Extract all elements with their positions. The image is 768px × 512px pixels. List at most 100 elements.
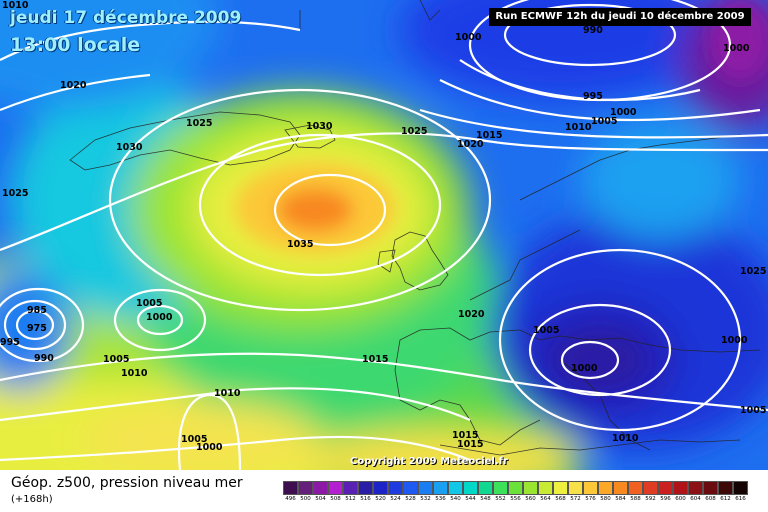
- isobar-label: 1025: [2, 188, 28, 199]
- scale-value-label: 596: [660, 496, 671, 502]
- scale-swatch: [493, 481, 508, 495]
- isobar-label: 1010: [214, 388, 241, 399]
- scale-swatch: [508, 481, 523, 495]
- scale-swatch: [328, 481, 343, 495]
- legend-title: Géop. z500, pression niveau mer: [11, 475, 243, 491]
- scale-swatch: [733, 481, 748, 495]
- scale-swatch: [448, 481, 463, 495]
- isobar-label: 1000: [146, 312, 173, 323]
- scale-swatch: [523, 481, 538, 495]
- isobar-label: 1005: [136, 298, 162, 309]
- pressure-map: 1010 1020 1025 1030 1025 1030 1035 1025 …: [0, 0, 768, 470]
- legend-subtitle: (+168h): [11, 494, 53, 505]
- isobars: [0, 0, 768, 470]
- isobar-label: 995: [0, 337, 20, 348]
- scale-swatch: [418, 481, 433, 495]
- coastlines: [69, 0, 761, 456]
- isobar-label: 985: [27, 305, 47, 316]
- scale-value-label: 600: [675, 496, 686, 502]
- copyright-text: Copyright 2009 Meteociel.fr: [350, 456, 508, 467]
- isobar-label: 1020: [60, 80, 87, 91]
- forecast-date: jeudi 17 décembre 2009: [10, 8, 242, 28]
- scale-value-label: 496: [285, 496, 296, 502]
- scale-swatch: [433, 481, 448, 495]
- isobar-label: 1015: [457, 439, 483, 450]
- isobar-label: 975: [27, 323, 47, 334]
- scale-value-label: 548: [480, 496, 491, 502]
- scale-value-label: 536: [435, 496, 446, 502]
- isobar-label: 1030: [306, 121, 333, 132]
- isobar-label: 1025: [740, 266, 766, 277]
- isobar-label: 1005: [591, 116, 617, 127]
- scale-value-label: 524: [390, 496, 401, 502]
- scale-value-label: 612: [720, 496, 731, 502]
- isobar-label: 1000: [610, 107, 637, 118]
- scale-value-label: 604: [690, 496, 701, 502]
- isobar-label: 1030: [116, 142, 143, 153]
- scale-swatch: [373, 481, 388, 495]
- isobar-label: 1005: [533, 325, 559, 336]
- scale-swatch: [598, 481, 613, 495]
- scale-value-label: 540: [450, 496, 461, 502]
- scale-value-label: 544: [465, 496, 476, 502]
- scale-value-label: 528: [405, 496, 416, 502]
- scale-value-label: 568: [555, 496, 566, 502]
- scale-swatch: [718, 481, 733, 495]
- scale-value-label: 616: [735, 496, 746, 502]
- scale-swatch: [688, 481, 703, 495]
- isobar-label: 1000: [721, 335, 748, 346]
- scale-value-label: 560: [525, 496, 536, 502]
- scale-swatch: [568, 481, 583, 495]
- isobar-label: 1005: [181, 434, 207, 445]
- scale-value-label: 564: [540, 496, 551, 502]
- isobar-label: 1015: [362, 354, 388, 365]
- scale-swatch: [658, 481, 673, 495]
- isobar-label: 1015: [452, 430, 478, 441]
- scale-value-label: 592: [645, 496, 656, 502]
- isobar-label: 990: [34, 353, 54, 364]
- scale-swatch: [388, 481, 403, 495]
- isobar-label: 1015: [476, 130, 502, 141]
- isobar-label: 990: [583, 25, 603, 36]
- isobar-label: 1005: [103, 354, 129, 365]
- scale-swatch: [283, 481, 298, 495]
- scale-swatch: [343, 481, 358, 495]
- scale-value-label: 580: [600, 496, 611, 502]
- run-info-label: Run ECMWF 12h du jeudi 10 décembre 2009: [489, 8, 751, 26]
- scale-value-label: 584: [615, 496, 626, 502]
- scale-value-label: 520: [375, 496, 386, 502]
- isobar-label: 1035: [287, 239, 313, 250]
- forecast-time: 13:00 locale: [10, 34, 141, 56]
- scale-value-label: 576: [585, 496, 596, 502]
- scale-value-label: 608: [705, 496, 716, 502]
- scale-value-label: 572: [570, 496, 581, 502]
- scale-value-label: 588: [630, 496, 641, 502]
- isobar-label: 995: [583, 91, 603, 102]
- isobar-label: 1000: [455, 32, 482, 43]
- isobar-label: 1010: [565, 122, 592, 133]
- isobar-label: 1010: [2, 0, 29, 11]
- scale-value-label: 552: [495, 496, 506, 502]
- scale-value-label: 532: [420, 496, 431, 502]
- isobar-label: 1025: [186, 118, 212, 129]
- isobar-label: 1010: [121, 368, 148, 379]
- scale-swatch: [553, 481, 568, 495]
- scale-value-label: 516: [360, 496, 371, 502]
- scale-swatch: [703, 481, 718, 495]
- scale-swatch: [673, 481, 688, 495]
- isobar-labels: 1010 1020 1025 1030 1025 1030 1035 1025 …: [0, 0, 766, 453]
- scale-value-label: 504: [315, 496, 326, 502]
- scale-swatch: [298, 481, 313, 495]
- scale-swatch: [613, 481, 628, 495]
- scale-swatch: [583, 481, 598, 495]
- scale-swatch: [538, 481, 553, 495]
- scale-value-label: 556: [510, 496, 521, 502]
- isobar-label: 1000: [571, 363, 598, 374]
- isobar-label: 1025: [401, 126, 427, 137]
- scale-swatch: [643, 481, 658, 495]
- isobar-label: 1000: [196, 442, 223, 453]
- scale-value-label: 512: [345, 496, 356, 502]
- isobar-label: 1020: [458, 309, 485, 320]
- scale-swatch: [463, 481, 478, 495]
